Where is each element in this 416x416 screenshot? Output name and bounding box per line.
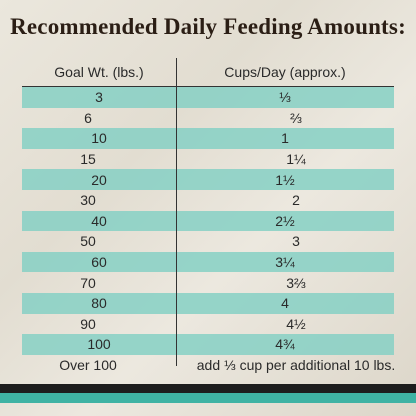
table-row: 10 1 (22, 128, 394, 149)
column-divider (176, 58, 177, 366)
table-cell: 4 (281, 295, 289, 312)
table-cell: 60 (91, 254, 107, 271)
column-header: Goal Wt. (lbs.) (54, 64, 144, 80)
table-cell: 3 (95, 89, 103, 106)
table-row: 70 3⅔ (0, 272, 416, 293)
table-cell: 1½ (275, 171, 295, 188)
table-row: 15 1¼ (0, 149, 416, 170)
table-row: 20 1½ (22, 169, 394, 190)
table-row: 50 3 (0, 231, 416, 252)
footer-band (0, 384, 416, 393)
table-cell: 50 (80, 233, 96, 250)
table-cell: add ⅓ cup per additional 10 lbs. (196, 357, 396, 374)
table-cell: 10 (91, 130, 107, 147)
footer-band (0, 393, 416, 403)
table-cell: 30 (80, 192, 96, 209)
table-cell: 1¼ (286, 151, 306, 168)
table-cell: 80 (91, 295, 107, 312)
table-cell: 3 (292, 233, 300, 250)
table-cell: 4¾ (275, 336, 295, 353)
table-row: 100 4¾ (22, 334, 394, 355)
table-cell: 20 (91, 171, 107, 188)
table-row: Over 100 add ⅓ cup per additional 10 lbs. (0, 355, 416, 376)
table-row: 80 4 (22, 292, 394, 314)
table-row: 60 3¼ (22, 251, 394, 273)
table-cell: ⅓ (279, 89, 291, 106)
table-cell: 2½ (275, 212, 295, 229)
table-cell: 70 (80, 274, 96, 291)
table-cell: 100 (87, 336, 111, 353)
table-cell: 3⅔ (286, 274, 306, 291)
table-cell: 90 (80, 315, 96, 332)
table-row: 90 4½ (0, 314, 416, 335)
title: Recommended Daily Feeding Amounts: (10, 14, 406, 39)
table-row: 30 2 (0, 190, 416, 211)
table-cell: ⅔ (290, 109, 302, 126)
column-header: Cups/Day (approx.) (224, 64, 346, 80)
table-cell: Over 100 (59, 357, 117, 374)
table-row: 40 2½ (22, 210, 394, 232)
table-cell: 1 (281, 130, 289, 147)
table-cell: 4½ (286, 315, 306, 332)
table-cell: 6 (84, 109, 92, 126)
table-cell: 2 (292, 192, 300, 209)
table-cell: 40 (91, 212, 107, 229)
table-cell: 3¼ (275, 254, 295, 271)
table-header: Goal Wt. (lbs.) Cups/Day (approx.) (22, 58, 394, 87)
table-cell: 15 (80, 151, 96, 168)
